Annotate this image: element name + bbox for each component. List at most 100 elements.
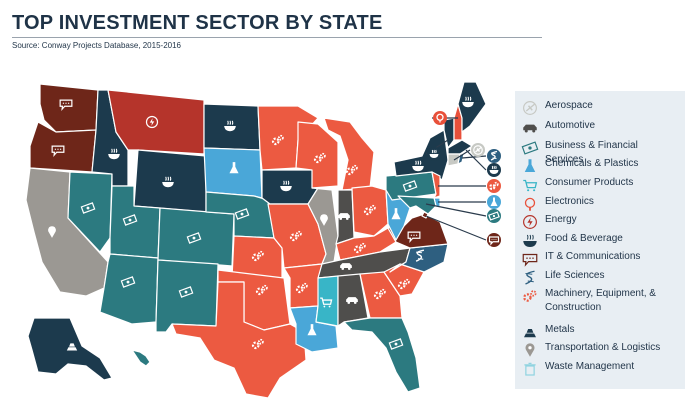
state-ks (231, 235, 283, 279)
chat-icon (59, 99, 73, 112)
money-icon (521, 141, 539, 155)
legend-item: Machinery, Equipment, & Construction (521, 287, 675, 315)
money-icon (402, 180, 418, 192)
gears-icon (345, 164, 358, 176)
state-il (307, 187, 339, 265)
energy-icon (145, 115, 159, 129)
legend-item: Energy (521, 213, 675, 231)
legend-item: Business & Financial Services (521, 139, 675, 167)
money-icon (186, 232, 202, 244)
chat-icon (487, 233, 501, 247)
flask-icon (229, 162, 239, 174)
bars-icon (524, 329, 536, 338)
state-wa (39, 83, 99, 133)
gears-icon (363, 204, 376, 216)
pin-icon (48, 226, 56, 238)
flask-icon (307, 324, 317, 336)
state-nm (155, 259, 219, 333)
gears-icon (271, 134, 284, 146)
gears-icon (487, 179, 501, 193)
money-icon (487, 209, 501, 223)
state-sc (383, 263, 425, 297)
money-icon (234, 208, 250, 220)
legend-item: Transportation & Logistics (521, 341, 675, 359)
legend-label: Automotive (545, 120, 596, 131)
money-icon (122, 214, 138, 226)
legend-label: Electronics (545, 196, 594, 207)
gears-icon (251, 250, 264, 262)
bowl-icon (162, 176, 174, 188)
source-note: Source: Conway Projects Database, 2015-2… (12, 41, 181, 50)
bowl-icon (427, 147, 441, 161)
cart-icon (523, 179, 538, 192)
money-icon (120, 276, 136, 288)
state-nc (389, 243, 449, 273)
page-title: TOP INVESTMENT SECTOR BY STATE (12, 12, 383, 34)
car-icon (523, 124, 537, 133)
money-icon (178, 286, 194, 298)
car-icon (346, 297, 358, 304)
state-tx (171, 281, 307, 399)
state-oh (351, 185, 389, 237)
dna-icon (487, 149, 501, 163)
flask-icon (524, 159, 536, 172)
chat-icon (51, 145, 65, 158)
bin-icon (524, 362, 536, 376)
legend-item: Metals (521, 323, 675, 341)
legend-item: Food & Beverage (521, 232, 675, 250)
gears-icon (523, 290, 537, 302)
legend-label: Life Sciences (545, 270, 605, 281)
money-icon (80, 202, 96, 214)
callout-line (425, 215, 487, 241)
legend-item: Consumer Products (521, 176, 675, 194)
state-wy (133, 149, 207, 213)
legend-label: Chemicals & Plastics (545, 158, 639, 169)
bowl-icon (487, 163, 501, 177)
bowl-icon (462, 96, 474, 108)
legend-label: Waste Management (545, 361, 635, 372)
legend-item: Waste Management (521, 360, 675, 378)
gears-icon (397, 278, 410, 290)
flask-icon (391, 208, 401, 220)
aerospace-icon (523, 101, 537, 115)
state-nj (431, 171, 441, 199)
chat-icon (522, 253, 538, 267)
legend-label: Transportation & Logistics (545, 342, 661, 353)
callout-line (425, 203, 487, 217)
bars-icon (66, 343, 78, 351)
state-dc (421, 211, 429, 219)
gears-icon (295, 282, 308, 294)
legend-label: IT & Communications (545, 251, 641, 262)
legend-label: Business & Financial Services (545, 140, 638, 165)
chat-icon (407, 231, 421, 244)
state-ar (283, 263, 323, 309)
bowl-icon (523, 234, 537, 247)
energy-icon (523, 215, 537, 229)
pin-icon (320, 214, 328, 226)
bowl-icon (280, 180, 292, 192)
legend-item: Electronics (521, 195, 675, 213)
legend-panel: Aerospace Automotive Business & Financial … (515, 91, 685, 389)
state-hi (131, 349, 151, 367)
aerospace-icon (471, 143, 485, 157)
car-icon (338, 213, 350, 220)
car-icon (340, 263, 352, 270)
callout-line (465, 149, 487, 171)
gears-icon (313, 152, 326, 164)
bowl-icon (224, 120, 236, 132)
gears-icon (255, 284, 268, 296)
state-fl (343, 317, 421, 393)
callout-line (461, 155, 487, 159)
flask-icon (487, 195, 501, 209)
legend-item: Chemicals & Plastics (521, 157, 675, 175)
pin-icon (525, 343, 535, 357)
dna-icon (525, 270, 535, 285)
electronics-icon (524, 197, 536, 211)
legend-label: Food & Beverage (545, 233, 623, 244)
legend-item: Life Sciences (521, 269, 675, 287)
state-co (157, 207, 235, 267)
state-ms (315, 275, 339, 327)
gears-icon (373, 288, 386, 300)
electronics-icon (433, 111, 447, 125)
legend-label: Energy (545, 214, 577, 225)
